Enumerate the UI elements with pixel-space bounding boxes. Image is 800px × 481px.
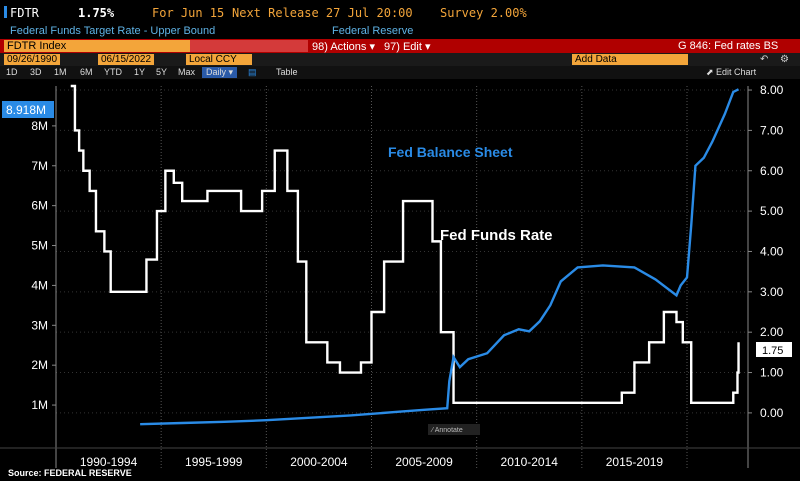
svg-text:⁄ Annotate: ⁄ Annotate	[430, 427, 463, 434]
toolbar: FDTR Index 98) Actions ▾ 97) Edit ▾ G 84…	[0, 39, 800, 53]
right-tick-7: 7.00	[760, 123, 784, 137]
left-tick-3: 4M	[31, 278, 48, 292]
period-6[interactable]: 5Y	[156, 67, 168, 77]
description-bar: Federal Funds Target Rate - Upper Bound …	[0, 24, 800, 39]
left-tick-5: 6M	[31, 199, 48, 213]
right-axis: 0.00 1.00 2.00 3.00 4.00 5.00 6.00 7.00 8.00	[748, 83, 784, 420]
right-tick-3: 3.00	[760, 285, 784, 299]
index-label[interactable]: FDTR Index	[4, 40, 190, 52]
left-tick-7: 8M	[31, 119, 48, 133]
x-tick-0: 1990-1994	[80, 455, 138, 468]
period-5[interactable]: 1Y	[134, 67, 146, 77]
start-date[interactable]: 09/26/1990	[4, 54, 61, 65]
settings-icon[interactable]: ⚙	[780, 54, 789, 65]
range-bar: 09/26/1990 06/15/2022 Local CCY Add Data…	[0, 53, 800, 66]
period-0[interactable]: 1D	[6, 67, 18, 77]
x-tick-4: 2010-2014	[501, 455, 559, 468]
left-tick-2: 3M	[31, 318, 48, 332]
period-bar: 1D 3D 1M 6M YTD 1Y 5Y Max Daily ▾ ▤ Tabl…	[0, 66, 800, 79]
period-4[interactable]: YTD	[104, 67, 122, 77]
edit-chart-button[interactable]: ⬈ Edit Chart	[706, 67, 757, 77]
add-data-field[interactable]: Add Data	[572, 54, 688, 65]
left-tick-1: 2M	[31, 358, 48, 372]
edit-button[interactable]: 97) Edit ▾	[384, 41, 431, 53]
right-tick-4: 4.00	[760, 244, 784, 258]
ticker[interactable]: FDTR	[10, 6, 39, 20]
right-tick-6: 6.00	[760, 164, 784, 178]
fed-balance-sheet-line	[140, 88, 740, 426]
line-chart-icon[interactable]: ▤	[248, 67, 257, 77]
right-tick-1: 1.00	[760, 366, 784, 380]
last-left-badge: 8.918M	[2, 101, 54, 118]
end-date[interactable]: 06/15/2022	[98, 54, 155, 65]
source-note: Source: FEDERAL RESERVE	[8, 468, 132, 478]
annotate-tag[interactable]: ⁄ Annotate	[428, 424, 480, 435]
chart: 1M 2M 3M 4M 5M 6M 7M 8M 0.00 1.00 2.00 3.00 4.00 5.0…	[0, 83, 800, 468]
x-tick-5: 2015-2019	[606, 455, 664, 468]
left-axis: 1M 2M 3M 4M 5M 6M 7M 8M	[31, 119, 56, 412]
fed-funds-rate-line	[70, 84, 740, 405]
period-2[interactable]: 1M	[54, 67, 67, 77]
for-label: For Jun 15	[152, 6, 225, 20]
next-release: Next Release 27 Jul 20:00	[232, 6, 413, 20]
right-tick-2: 2.00	[760, 325, 784, 339]
right-tick-0: 0.00	[760, 406, 784, 420]
right-tick-8: 8.00	[760, 83, 784, 97]
fed-funds-rate-legend: Fed Funds Rate	[440, 227, 553, 244]
frequency-select[interactable]: Daily ▾	[202, 67, 238, 78]
left-tick-6: 7M	[31, 159, 48, 173]
x-tick-3: 2005-2009	[395, 455, 453, 468]
grid	[0, 86, 800, 468]
left-tick-0: 1M	[31, 398, 48, 412]
svg-text:8.918M: 8.918M	[6, 103, 46, 117]
period-7[interactable]: Max	[178, 67, 196, 77]
header-bar: FDTR 1.75% For Jun 15 Next Release 27 Ju…	[0, 0, 800, 24]
period-3[interactable]: 6M	[80, 67, 93, 77]
left-tick-4: 5M	[31, 239, 48, 253]
x-tick-1: 1995-1999	[185, 455, 243, 468]
x-tick-2: 2000-2004	[290, 455, 348, 468]
current-value: 1.75%	[78, 6, 115, 20]
blank-field[interactable]	[190, 40, 308, 52]
table-button[interactable]: Table	[276, 67, 298, 77]
survey: Survey 2.00%	[440, 6, 527, 20]
ticker-marker	[4, 6, 7, 18]
right-tick-5: 5.00	[760, 204, 784, 218]
balance-sheet-legend: Fed Balance Sheet	[388, 144, 513, 160]
svg-text:1.75: 1.75	[762, 345, 783, 357]
last-right-badge: 1.75	[756, 342, 792, 357]
edit-chart-label: Edit Chart	[716, 67, 757, 77]
period-1[interactable]: 3D	[30, 67, 42, 77]
undo-icon[interactable]: ↶	[760, 54, 769, 65]
actions-button[interactable]: 98) Actions ▾	[312, 41, 375, 53]
x-axis: 1990-1994 1995-1999 2000-2004 2005-2009 2010…	[80, 455, 664, 468]
currency-select[interactable]: Local CCY	[186, 54, 252, 65]
description: Federal Funds Target Rate - Upper Bound	[10, 25, 216, 37]
chart-title: G 846: Fed rates BS	[678, 40, 779, 52]
source-org: Federal Reserve	[332, 25, 414, 37]
